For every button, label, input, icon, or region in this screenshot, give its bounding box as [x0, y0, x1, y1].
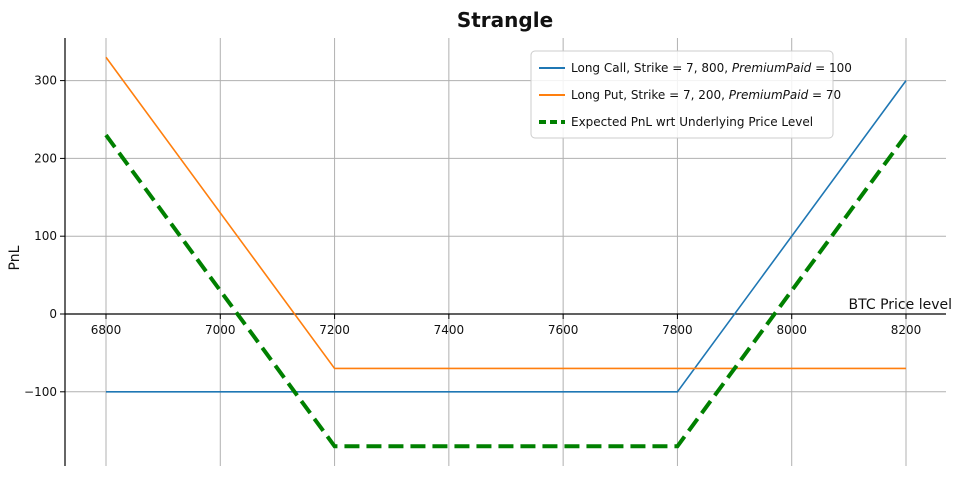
- y-tick-label: 300: [34, 74, 57, 88]
- x-tick-label: 7600: [548, 323, 579, 337]
- legend-label-1: Long Call, Strike = 7, 800, PremiumPaid …: [571, 61, 852, 75]
- legend: Long Call, Strike = 7, 800, PremiumPaid …: [530, 50, 852, 139]
- axes: [60, 38, 946, 466]
- legend-label-text: Long Call, Strike = 7, 800,: [571, 61, 732, 75]
- y-axis-label: PnL: [7, 245, 23, 270]
- tick-labels: 6800 7000 7200 7400 7600 7800 8000 8200 −100 0 100…: [24, 74, 921, 399]
- y-tick-label: 0: [49, 307, 57, 321]
- chart-title: Strangle: [457, 8, 553, 32]
- legend-label-value: = 70: [808, 88, 841, 102]
- legend-label-math: PremiumPaid: [729, 88, 809, 102]
- y-tick-label: 200: [34, 151, 57, 165]
- series-line-2: [105, 56, 906, 370]
- y-tick-label: 100: [34, 229, 57, 243]
- legend-label-2: Long Put, Strike = 7, 200, PremiumPaid =…: [571, 88, 841, 102]
- legend-label-text: Long Put, Strike = 7, 200,: [571, 88, 729, 102]
- x-axis-label: BTC Price level: [849, 297, 952, 313]
- x-tick-label: 8000: [776, 323, 807, 337]
- legend-label-3: Expected PnL wrt Underlying Price Level: [571, 115, 813, 129]
- legend-label-math: PremiumPaid: [732, 61, 812, 75]
- x-tick-label: 6800: [91, 323, 122, 337]
- x-tick-label: 7000: [205, 323, 236, 337]
- series-lines: [104, 56, 908, 449]
- x-tick-label: 7800: [662, 323, 693, 337]
- y-tick-label: −100: [24, 385, 57, 399]
- x-tick-label: 7200: [319, 323, 350, 337]
- legend-label-value: = 100: [811, 61, 852, 75]
- legend-box: [530, 50, 834, 139]
- x-tick-label: 8200: [891, 323, 922, 337]
- x-tick-label: 7400: [434, 323, 465, 337]
- series-line-1: [106, 80, 907, 393]
- legend-label-text: Expected PnL wrt Underlying Price Level: [571, 115, 813, 129]
- series-line-3: [104, 133, 908, 449]
